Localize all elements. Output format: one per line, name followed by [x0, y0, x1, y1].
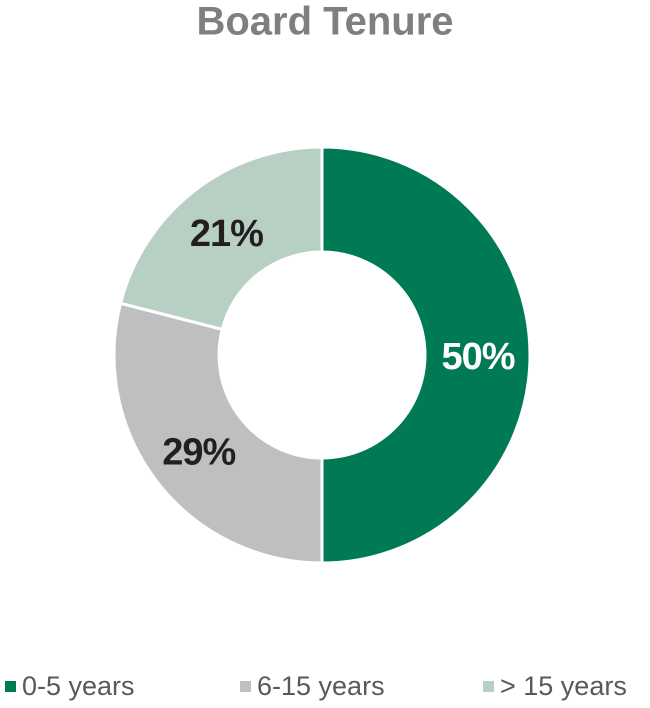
donut-slice [112, 301, 324, 565]
legend-label: 0-5 years [22, 671, 135, 701]
data-label: 29% [162, 432, 235, 474]
chart-title: Board Tenure [196, 0, 453, 44]
donut-slice [320, 145, 532, 565]
data-label: 21% [190, 213, 263, 255]
legend-swatch [5, 681, 16, 692]
legend-swatch [240, 681, 251, 692]
data-label: 50% [441, 336, 514, 378]
legend-swatch [483, 681, 494, 692]
legend-label: > 15 years [500, 671, 627, 701]
legend-label: 6-15 years [257, 671, 385, 701]
donut-slice [118, 145, 324, 332]
